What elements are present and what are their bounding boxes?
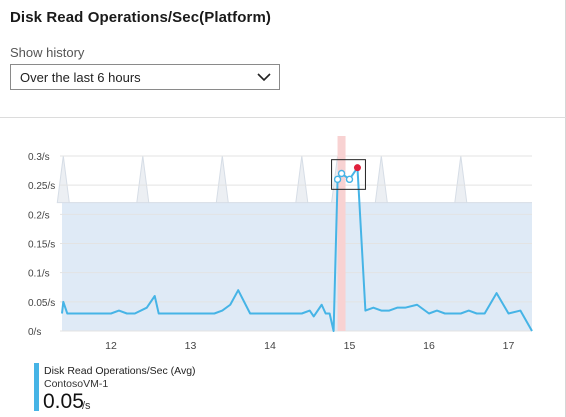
y-tick-label: 0.3/s [28, 152, 50, 163]
x-tick-label: 16 [423, 340, 435, 352]
x-tick-label: 12 [105, 340, 117, 352]
chevron-down-icon [257, 73, 271, 82]
cursor-point [353, 164, 361, 172]
metric-chart[interactable]: 0.3/s 0.25/s 0.2/s 0.15/s 0.1/s 0.05/s 0/s 12 13… [0, 118, 566, 358]
divider [0, 117, 566, 118]
data-point [345, 175, 354, 184]
y-tick-label: 0.25/s [28, 181, 55, 192]
hover-box [331, 159, 366, 190]
x-tick-label: 17 [503, 340, 515, 352]
history-dropdown[interactable]: Over the last 6 hours [10, 64, 280, 90]
legend-resource-name: ContosoVM-1 [44, 378, 109, 390]
baseline-band [62, 202, 532, 331]
y-tick-label: 0.05/s [28, 298, 55, 309]
data-point [337, 169, 346, 178]
y-tick-label: 0.1/s [28, 269, 50, 280]
show-history-label: Show history [10, 45, 85, 60]
data-point [333, 175, 342, 184]
x-tick-label: 15 [344, 340, 356, 352]
legend-series-label: Disk Read Operations/Sec (Avg) [44, 365, 196, 377]
spike-band [56, 155, 532, 204]
y-tick-label: 0/s [28, 327, 41, 338]
panel-title: Disk Read Operations/Sec(Platform) [10, 9, 271, 26]
cursor-band [337, 136, 346, 331]
y-tick-label: 0.2/s [28, 210, 50, 221]
y-tick-label: 0.15/s [28, 240, 55, 251]
series-line [61, 166, 533, 332]
legend-color-bar [34, 363, 39, 411]
legend-value: 0.05 [43, 390, 84, 413]
x-tick-label: 14 [264, 340, 276, 352]
x-tick-label: 13 [185, 340, 197, 352]
legend-unit: /s [82, 400, 91, 412]
history-dropdown-value: Over the last 6 hours [20, 70, 141, 85]
